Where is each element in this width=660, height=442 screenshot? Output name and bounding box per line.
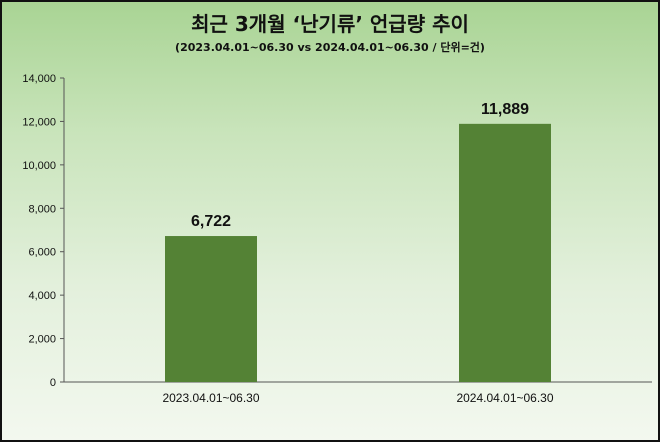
y-tick-label: 2,000 [28, 334, 56, 346]
bar [165, 236, 257, 382]
y-tick-label: 6,000 [28, 247, 56, 259]
x-category-label: 2024.04.01~06.30 [456, 391, 553, 405]
bar-value-label: 6,722 [191, 213, 231, 230]
y-tick-label: 12,000 [22, 116, 56, 128]
y-tick-label: 0 [50, 377, 56, 389]
y-tick-label: 8,000 [28, 203, 56, 215]
bars [165, 123, 551, 382]
x-axis: 2023.04.01~06.30 2024.04.01~06.30 [64, 381, 652, 405]
chart-subtitle: (2023.04.01~06.30 vs 2024.04.01~06.30 / … [175, 41, 485, 54]
y-tick-label: 4,000 [28, 290, 56, 302]
y-tick-label: 14,000 [22, 73, 56, 85]
y-tick-label: 10,000 [22, 160, 56, 172]
bar-value-label: 11,889 [481, 101, 529, 118]
x-category-label: 2023.04.01~06.30 [162, 391, 259, 405]
y-axis: 0 2,000 4,000 6,000 8,000 10,000 12,000 14,000 [22, 73, 65, 389]
bar [459, 123, 551, 382]
chart-title: 최근 3개월 ‘난기류’ 언급량 추이 [191, 12, 469, 36]
data-labels: 6,722 11,889 [191, 101, 529, 230]
